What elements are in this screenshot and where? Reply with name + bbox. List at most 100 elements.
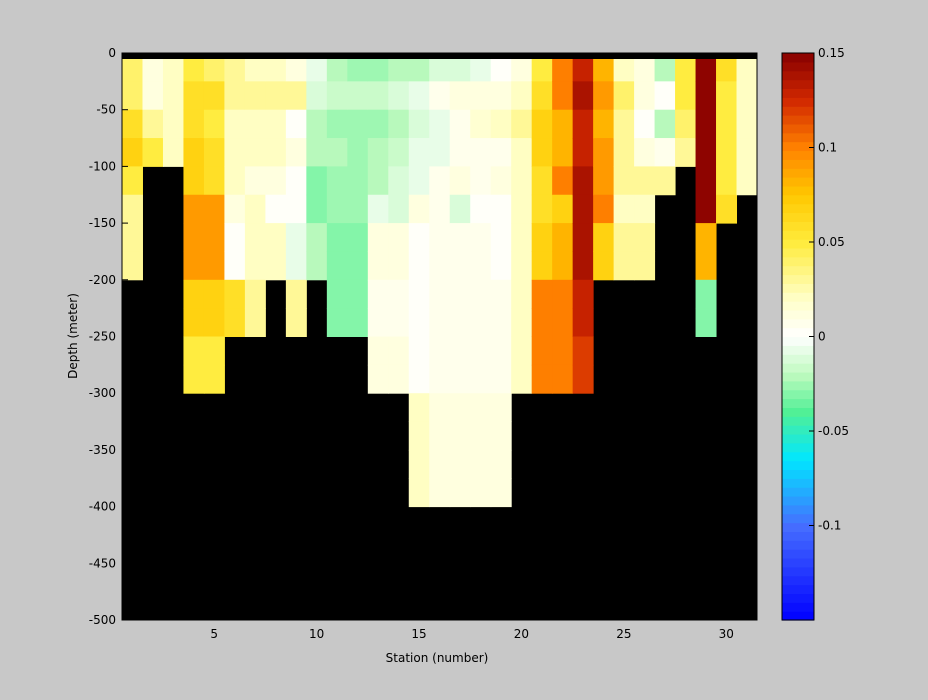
heatmap-cell (326, 81, 348, 111)
y-tick-label: -300 (89, 386, 116, 400)
heatmap-cell (552, 251, 574, 281)
heatmap-cell (531, 194, 553, 224)
heatmap-cell (203, 308, 225, 337)
heatmap-cell (244, 166, 266, 196)
heatmap-cell (224, 223, 246, 252)
x-tick-label: 10 (309, 627, 324, 641)
colorbar-tick-label: 0.1 (818, 141, 837, 155)
heatmap-cell (449, 336, 471, 366)
heatmap-cell (449, 421, 471, 451)
heatmap-cell (613, 223, 635, 252)
heatmap-cell (634, 166, 656, 196)
heatmap-cell (552, 138, 574, 167)
heatmap-cell (593, 251, 615, 281)
heatmap-cell (695, 194, 717, 224)
heatmap-cell (572, 336, 594, 366)
heatmap-cell (429, 223, 451, 252)
heatmap-cell (511, 81, 533, 111)
heatmap-cell (572, 364, 594, 394)
heatmap-cell (531, 336, 553, 366)
heatmap-cell (408, 81, 430, 111)
heatmap-cell (429, 478, 451, 508)
heatmap-cell (244, 194, 266, 224)
heatmap-cell (470, 308, 492, 337)
colorbar-swatch (782, 177, 814, 187)
heatmap-cell (224, 308, 246, 337)
colorbar-swatch (782, 79, 814, 90)
heatmap-cell (183, 138, 205, 167)
heatmap-cell (490, 336, 512, 366)
heatmap-cell (449, 109, 471, 139)
heatmap-cell (388, 166, 410, 196)
heatmap-cell (203, 223, 225, 252)
heatmap-cell (142, 53, 164, 82)
heatmap-cell (736, 53, 758, 82)
heatmap-cell (429, 194, 451, 224)
heatmap-cell (429, 138, 451, 167)
colorbar-swatch (782, 487, 814, 497)
heatmap-cell (634, 251, 656, 281)
heatmap-cell (511, 194, 533, 224)
heatmap-cell (593, 194, 615, 224)
heatmap-cell (716, 81, 738, 111)
heatmap-cell (367, 109, 389, 139)
heatmap-cell (326, 194, 348, 224)
heatmap-cell (490, 53, 512, 82)
heatmap-cell (449, 449, 471, 479)
y-tick-label: -400 (89, 500, 116, 514)
heatmap-cell (470, 393, 492, 423)
heatmap-cell (572, 308, 594, 337)
heatmap-cell (265, 166, 287, 196)
heatmap-cell (470, 223, 492, 252)
heatmap-cell (449, 81, 471, 111)
heatmap-cell (552, 194, 574, 224)
heatmap-cell (265, 251, 287, 281)
heatmap-cell (675, 109, 697, 139)
colorbar-swatch (782, 247, 814, 258)
heatmap-cell (408, 336, 430, 366)
heatmap-cell (408, 449, 430, 479)
colorbar-swatch (782, 256, 814, 267)
heatmap-cell (306, 166, 328, 196)
heatmap-cell (326, 223, 348, 252)
heatmap-cell (654, 166, 676, 196)
colorbar-swatch (782, 123, 814, 134)
heatmap-cell (531, 251, 553, 281)
heatmap-cell (490, 421, 512, 451)
heatmap-cell (511, 109, 533, 139)
heatmap-cell (429, 364, 451, 394)
heatmap-cell (531, 166, 553, 196)
y-tick-label: 0 (108, 46, 116, 60)
heatmap-cell (511, 308, 533, 337)
heatmap-cell (285, 81, 307, 111)
heatmap-cell (367, 223, 389, 252)
heatmap-cell (183, 364, 205, 394)
heatmap-cell (531, 308, 553, 337)
heatmap-cell (736, 138, 758, 167)
heatmap-cell (224, 81, 246, 111)
colorbar-swatch (782, 212, 814, 222)
heatmap-cell (470, 194, 492, 224)
colorbar-swatch (782, 88, 814, 98)
heatmap-cell (716, 53, 738, 82)
x-tick-label: 5 (210, 627, 218, 641)
heatmap-cell (326, 308, 348, 337)
heatmap-cell (388, 194, 410, 224)
heatmap-cell (347, 251, 369, 281)
heatmap-cell (490, 449, 512, 479)
heatmap-cell (388, 364, 410, 394)
heatmap-cell (552, 336, 574, 366)
heatmap-cell (183, 81, 205, 111)
heatmap-cell (429, 308, 451, 337)
heatmap-cell (162, 138, 184, 167)
heatmap-cell (429, 166, 451, 196)
heatmap-cell (634, 223, 656, 252)
heatmap-cell (224, 53, 246, 82)
heatmap-cell (347, 81, 369, 111)
heatmap-cell (203, 336, 225, 366)
heatmap-cell (224, 251, 246, 281)
colorbar-swatch (782, 566, 814, 577)
heatmap-cell (408, 109, 430, 139)
heatmap-cell (429, 279, 451, 309)
x-tick-label: 20 (514, 627, 529, 641)
